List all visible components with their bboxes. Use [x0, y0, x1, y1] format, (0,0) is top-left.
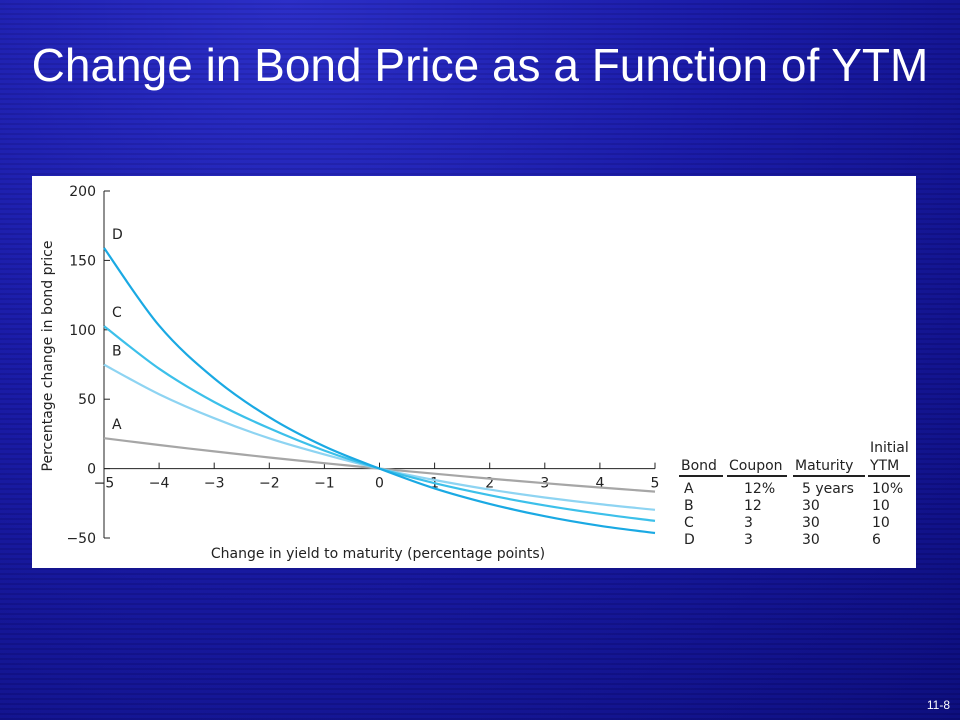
- y-tick-label: −50: [66, 531, 96, 547]
- x-tick-label: 5: [651, 476, 660, 492]
- table-cell: 6: [872, 532, 881, 548]
- table-cell: 3: [744, 532, 753, 548]
- table-cell: 12%: [744, 481, 775, 497]
- slide-title: Change in Bond Price as a Function of YT…: [31, 39, 929, 91]
- y-tick-label: 150: [69, 253, 96, 269]
- x-tick-label: −5: [94, 476, 115, 492]
- x-tick-label: −1: [314, 476, 335, 492]
- bond-table: Initial Bond Coupon Maturity YTM A 12% 5 years 1…: [679, 440, 910, 548]
- curve-label-c: C: [112, 305, 122, 321]
- table-cell: 10: [872, 498, 890, 514]
- table-cell: 10%: [872, 481, 903, 497]
- x-tick-label: −2: [259, 476, 280, 492]
- table-header-3: YTM: [869, 458, 899, 474]
- y-tick-label: 200: [69, 184, 96, 200]
- series-line-d: [103, 247, 656, 535]
- table-cell: 30: [802, 498, 820, 514]
- table-cell: B: [684, 498, 694, 514]
- table-cell: C: [684, 515, 694, 531]
- curve-label-a: A: [112, 417, 122, 433]
- table-cell: 12: [744, 498, 762, 514]
- series-lines: [103, 247, 656, 535]
- table-cell: 3: [744, 515, 753, 531]
- x-tick-label: 0: [375, 476, 384, 492]
- table-header-initial: Initial: [870, 440, 909, 456]
- curve-label-b: B: [112, 344, 122, 360]
- x-tick-label: 4: [595, 476, 604, 492]
- x-axis-title: Change in yield to maturity (percentage …: [211, 546, 545, 562]
- table-header-1: Coupon: [729, 458, 783, 474]
- x-tick-label: 2: [485, 476, 494, 492]
- curve-labels: A B C D: [112, 227, 123, 433]
- table-header-2: Maturity: [795, 458, 853, 474]
- table-cell: D: [684, 532, 695, 548]
- table-cell: A: [684, 481, 694, 497]
- table-cell: 30: [802, 515, 820, 531]
- slide-number: 11-8: [926, 698, 950, 712]
- y-tick-label: 100: [69, 323, 96, 339]
- x-tick-label: −4: [149, 476, 170, 492]
- table-cell: 5 years: [802, 481, 854, 497]
- x-tick-label: −3: [204, 476, 225, 492]
- curve-label-d: D: [112, 227, 123, 243]
- table-cell: 30: [802, 532, 820, 548]
- table-cell: 10: [872, 515, 890, 531]
- y-tick-label: 50: [78, 392, 96, 408]
- y-axis-title: Percentage change in bond price: [40, 241, 56, 472]
- table-header-0: Bond: [681, 458, 717, 474]
- y-tick-label: 0: [87, 462, 96, 478]
